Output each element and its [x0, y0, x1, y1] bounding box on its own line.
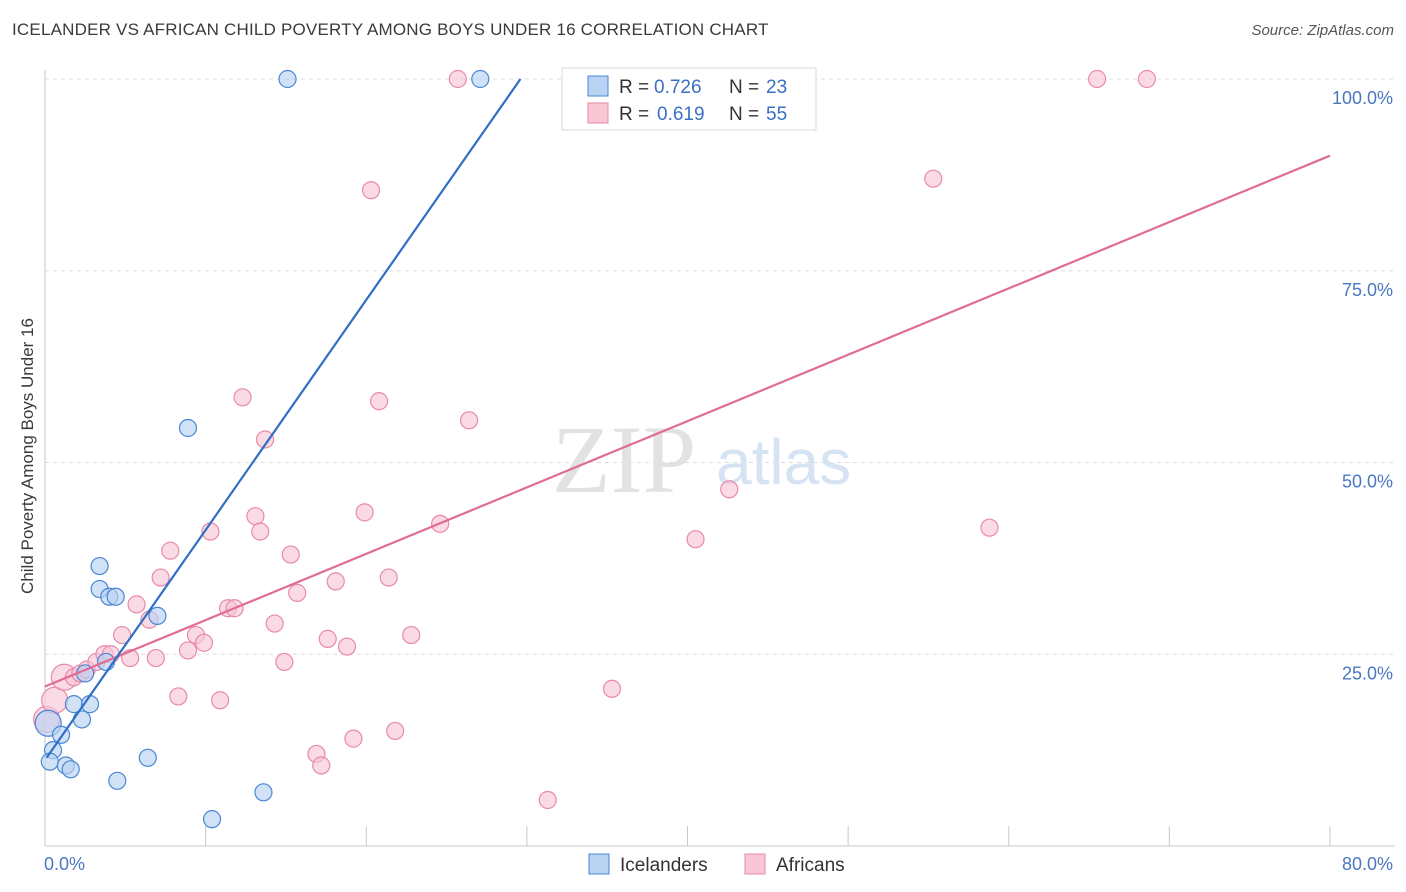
african-point: [288, 583, 307, 602]
y-tick-label-25: 25.0%: [1342, 663, 1393, 683]
african-point: [178, 641, 198, 660]
icelander-point: [202, 810, 222, 829]
gridlines: [45, 78, 1395, 655]
african-point: [355, 503, 374, 522]
africans-points: [33, 69, 1156, 810]
icelander-point: [254, 783, 273, 802]
african-point: [379, 568, 398, 587]
african-point: [686, 530, 705, 549]
icelander-point: [108, 771, 127, 790]
bottom-legend-swatch-africans: [744, 853, 766, 875]
bottom-legend-icelanders: Icelanders: [620, 855, 708, 876]
african-point: [1087, 69, 1107, 89]
african-point: [275, 652, 294, 672]
african-point: [251, 522, 270, 541]
african-point: [386, 721, 405, 741]
african-point: [980, 518, 999, 537]
african-point: [255, 430, 275, 449]
african-point: [161, 541, 180, 560]
icelander-point: [40, 752, 59, 771]
african-point: [246, 507, 265, 526]
icelander-point: [178, 418, 198, 438]
african-point: [448, 69, 467, 89]
african-point: [361, 181, 381, 200]
y-axis-tick-labels: 25.0% 50.0% 75.0% 100.0%: [1332, 88, 1393, 683]
legend: R = 0.726 N = 23 R = 0.619 N = 55: [561, 67, 817, 131]
africans-trend-line: [44, 154, 1331, 688]
african-point: [318, 629, 337, 649]
legend-r-label-0: R =: [619, 77, 649, 98]
african-point: [538, 790, 557, 810]
legend-r-value-0: 0.726: [654, 77, 702, 98]
legend-n-label-0: N =: [729, 77, 759, 98]
african-point: [1137, 69, 1156, 89]
y-tick-label-75: 75.0%: [1342, 280, 1393, 300]
watermark-atlas: atlas: [716, 426, 851, 498]
trend-lines: [44, 78, 1331, 759]
african-point: [281, 545, 300, 564]
bottom-legend-swatch-icelanders: [588, 853, 610, 875]
icelander-point: [138, 748, 157, 767]
watermark: ZIP atlas: [552, 406, 851, 513]
icelander-point: [278, 69, 297, 89]
icelander-point: [106, 587, 125, 606]
african-point: [326, 572, 345, 591]
african-point: [459, 411, 479, 430]
legend-n-label-1: N =: [729, 104, 759, 125]
watermark-zip: ZIP: [552, 406, 696, 513]
african-point: [146, 648, 165, 668]
icelander-point: [61, 760, 80, 779]
icelander-point: [471, 69, 490, 89]
x-tick-label-max: 80.0%: [1342, 854, 1393, 874]
african-point: [169, 687, 188, 706]
african-point: [265, 614, 284, 633]
legend-n-value-1: 55: [766, 104, 787, 125]
african-point: [151, 568, 170, 587]
bottom-legend-africans: Africans: [776, 855, 845, 876]
y-tick-label-50: 50.0%: [1342, 472, 1393, 492]
african-point: [924, 169, 943, 188]
african-point: [720, 480, 739, 499]
x-axis-ticks: [44, 826, 1331, 846]
legend-r-value-1: 0.619: [657, 104, 705, 125]
icelander-point: [72, 710, 92, 729]
legend-swatch-africans: [587, 102, 609, 124]
african-point: [602, 679, 622, 698]
legend-n-value-0: 23: [766, 77, 787, 98]
icelanders-trend-line: [45, 78, 522, 759]
icelander-point: [148, 606, 167, 626]
icelanders-points: [34, 69, 490, 829]
african-point: [112, 625, 132, 645]
african-point: [344, 729, 363, 748]
x-tick-label-min: 0.0%: [44, 854, 85, 874]
african-point: [210, 691, 230, 710]
african-point: [233, 388, 252, 407]
african-point: [194, 633, 214, 652]
african-point: [127, 595, 146, 614]
african-point: [370, 392, 389, 411]
source-label: Source: ZipAtlas.com: [1251, 22, 1394, 39]
icelander-point: [90, 556, 109, 576]
chart-title: ICELANDER VS AFRICAN CHILD POVERTY AMONG…: [12, 20, 769, 39]
african-point: [402, 625, 421, 645]
african-point: [337, 637, 357, 656]
legend-swatch-icelanders: [587, 75, 609, 97]
y-tick-label-100: 100.0%: [1332, 88, 1393, 108]
african-point: [312, 756, 331, 775]
bottom-legend: Icelanders Africans: [588, 853, 845, 876]
african-point: [41, 686, 69, 714]
legend-r-label-1: R =: [619, 104, 649, 125]
